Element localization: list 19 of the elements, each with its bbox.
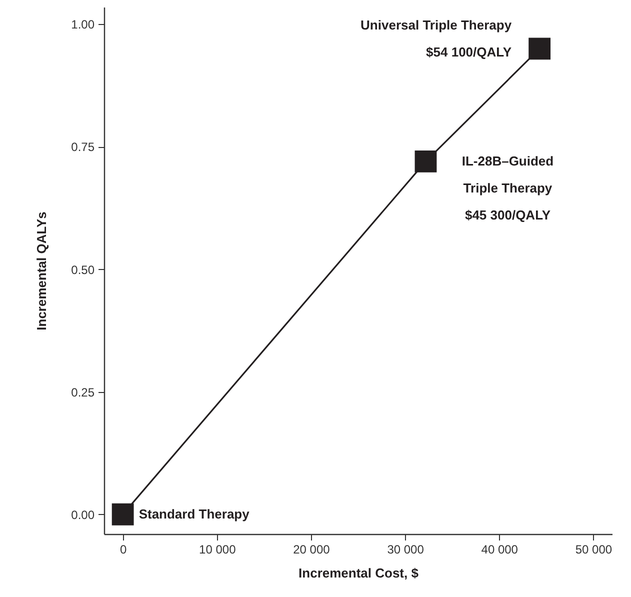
x-tick-label: 30 000 — [387, 542, 424, 556]
x-tick-label: 20 000 — [293, 542, 330, 556]
annotation: Standard Therapy — [138, 506, 250, 522]
point — [112, 503, 134, 526]
y-tick-label: 0.75 — [71, 140, 95, 154]
y-tick-label: 1.00 — [71, 18, 95, 32]
y-tick-label: 0.25 — [71, 385, 95, 400]
y-tick-label: 0.00 — [71, 508, 95, 522]
x-tick-label: 0 — [120, 542, 127, 556]
x-tick-label: 10 000 — [199, 542, 236, 556]
x-axis-title: Incremental Cost, $ — [298, 566, 420, 580]
point — [528, 38, 551, 60]
y-axis-title: Incremental QALYs — [34, 212, 50, 330]
annotation: Universal Triple Therapy $54 100/QALY — [360, 18, 512, 60]
point — [414, 150, 437, 172]
x-tick-label: 50 000 — [575, 542, 612, 556]
x-tick-label: 40 000 — [481, 542, 518, 556]
y-tick-label: 0.50 — [71, 262, 95, 277]
annotation: IL-28B–Guided Triple Therapy $45 300/QALY — [462, 153, 554, 222]
